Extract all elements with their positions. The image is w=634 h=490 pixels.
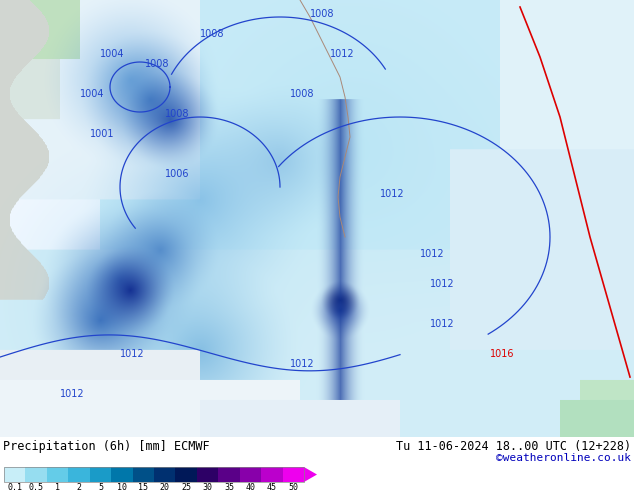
Bar <box>261 467 283 482</box>
Text: 1008: 1008 <box>310 9 335 19</box>
Text: 10: 10 <box>117 483 127 490</box>
Text: 1004: 1004 <box>80 89 105 99</box>
Bar <box>47 467 68 482</box>
Bar <box>240 467 261 482</box>
Text: 1012: 1012 <box>60 389 84 399</box>
Bar <box>111 467 133 482</box>
Bar <box>4 467 25 482</box>
Bar <box>283 467 304 482</box>
Bar <box>68 467 90 482</box>
Text: 1012: 1012 <box>430 319 455 329</box>
Bar <box>4 467 304 482</box>
Text: 0.5: 0.5 <box>29 483 44 490</box>
Text: 25: 25 <box>181 483 191 490</box>
Text: 1008: 1008 <box>145 59 169 69</box>
Text: 1: 1 <box>55 483 60 490</box>
Text: 1008: 1008 <box>165 109 190 119</box>
Text: 1012: 1012 <box>290 359 314 369</box>
Text: 1004: 1004 <box>100 49 124 59</box>
Text: Tu 11-06-2024 18..00 UTC (12+228): Tu 11-06-2024 18..00 UTC (12+228) <box>396 440 631 453</box>
Text: 15: 15 <box>138 483 148 490</box>
Text: Precipitation (6h) [mm] ECMWF: Precipitation (6h) [mm] ECMWF <box>3 440 210 453</box>
Text: 45: 45 <box>267 483 277 490</box>
Text: 1006: 1006 <box>165 169 190 179</box>
Text: 1012: 1012 <box>430 279 455 289</box>
Bar <box>218 467 240 482</box>
Text: 1012: 1012 <box>380 189 404 199</box>
Bar <box>197 467 218 482</box>
Text: 0.1: 0.1 <box>7 483 22 490</box>
Text: 1008: 1008 <box>200 29 224 39</box>
Bar <box>154 467 176 482</box>
Text: 1016: 1016 <box>490 349 515 359</box>
Text: 1012: 1012 <box>120 349 145 359</box>
Text: 5: 5 <box>98 483 103 490</box>
Bar <box>90 467 111 482</box>
Text: 2: 2 <box>77 483 82 490</box>
Text: 1012: 1012 <box>420 249 444 259</box>
Text: 35: 35 <box>224 483 234 490</box>
Bar <box>25 467 47 482</box>
Text: 40: 40 <box>245 483 256 490</box>
Polygon shape <box>304 467 317 482</box>
Bar <box>133 467 154 482</box>
Text: 20: 20 <box>160 483 170 490</box>
Text: 1008: 1008 <box>290 89 314 99</box>
Text: 50: 50 <box>288 483 298 490</box>
Text: 30: 30 <box>203 483 212 490</box>
Text: ©weatheronline.co.uk: ©weatheronline.co.uk <box>496 453 631 463</box>
Bar <box>176 467 197 482</box>
Text: 1012: 1012 <box>330 49 354 59</box>
Text: 1001: 1001 <box>90 129 115 139</box>
